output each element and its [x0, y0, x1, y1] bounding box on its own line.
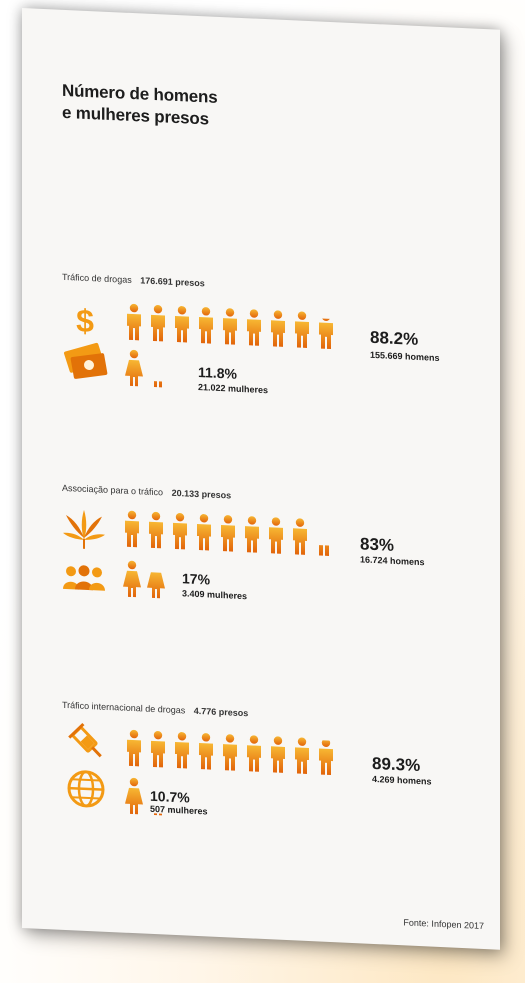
man-figure-icon: [151, 730, 165, 768]
group-people-icon: [63, 565, 105, 591]
page-title: Número de homens e mulheres presos: [62, 80, 282, 134]
section-label: Tráfico de drogas: [62, 271, 132, 285]
women-row: [124, 349, 172, 389]
source-note: Fonte: Infopen 2017: [403, 917, 484, 931]
women-count: 3.409 mulheres: [182, 588, 248, 602]
man-figure-icon: [295, 311, 309, 348]
man-figure-icon: [319, 318, 333, 350]
men-percentage: 89.3%: [372, 753, 421, 776]
man-figure-icon: [221, 515, 235, 552]
cannabis-leaf-icon: [63, 509, 105, 549]
man-figure-icon: [271, 310, 285, 347]
woman-figure-icon: [125, 349, 143, 387]
svg-text:$: $: [76, 302, 94, 337]
man-figure-icon: [245, 516, 259, 553]
dollar-icon: $: [76, 302, 94, 337]
section-label: Tráfico internacional de drogas: [62, 699, 186, 716]
men-count: 4.269 homens: [372, 773, 432, 787]
section-associacao-trafico: Associação para o tráfico 20.133 presos …: [22, 481, 500, 601]
man-figure-icon: [293, 518, 307, 555]
woman-figure-icon: [123, 560, 141, 598]
man-figure-icon: [271, 736, 285, 773]
globe-icon: [67, 770, 105, 808]
section-total: 176.691 presos: [140, 275, 205, 289]
men-row: [124, 729, 340, 777]
man-figure-icon: [125, 510, 139, 548]
man-figure-icon: [319, 740, 333, 776]
section-header: Tráfico de drogas 176.691 presos: [62, 272, 205, 288]
man-figure-icon: [295, 737, 309, 774]
men-row: [122, 510, 338, 558]
men-percentage: 88.2%: [370, 327, 419, 349]
man-figure-icon: [127, 303, 141, 341]
man-figure-icon: [199, 307, 213, 344]
man-figure-icon: [175, 732, 189, 769]
section-trafico-drogas: Tráfico de drogas 176.691 presos $ 88.2%…: [22, 270, 500, 395]
syringe-icon: [68, 722, 102, 758]
infographic-poster: Número de homens e mulheres presos Tráfi…: [22, 8, 500, 950]
man-figure-icon: [175, 306, 189, 343]
section-trafico-internacional: Tráfico internacional de drogas 4.776 pr…: [22, 698, 500, 817]
man-figure-icon: [149, 511, 163, 549]
woman-figure-icon: [147, 572, 165, 599]
cash-icon: [64, 342, 108, 379]
women-percentage: 17%: [182, 570, 211, 588]
section-header: Tráfico internacional de drogas 4.776 pr…: [62, 700, 248, 718]
section-header: Associação para o tráfico 20.133 presos: [62, 483, 231, 501]
section-total: 20.133 presos: [171, 487, 232, 501]
man-figure-icon: [127, 729, 141, 767]
women-count: 21.022 mulheres: [198, 381, 269, 396]
women-percentage: 10.7%: [150, 787, 190, 806]
woman-figure-icon: [125, 777, 143, 815]
section-label: Associação para o tráfico: [62, 482, 164, 498]
man-figure-icon: [317, 544, 331, 556]
men-percentage: 83%: [360, 534, 395, 555]
men-row: [124, 303, 340, 351]
man-figure-icon: [247, 735, 261, 772]
section-total: 4.776 presos: [193, 705, 249, 719]
man-figure-icon: [247, 309, 261, 346]
men-count: 155.669 homens: [370, 349, 440, 363]
man-figure-icon: [269, 517, 283, 554]
women-row: [124, 777, 172, 817]
woman-figure-icon: [149, 380, 167, 388]
man-figure-icon: [197, 514, 211, 551]
women-percentage: 11.8%: [198, 363, 237, 382]
women-row: [122, 560, 170, 600]
man-figure-icon: [199, 733, 213, 770]
men-count: 16.724 homens: [360, 554, 425, 568]
man-figure-icon: [173, 512, 187, 550]
man-figure-icon: [223, 734, 237, 771]
man-figure-icon: [151, 304, 165, 342]
man-figure-icon: [223, 308, 237, 345]
